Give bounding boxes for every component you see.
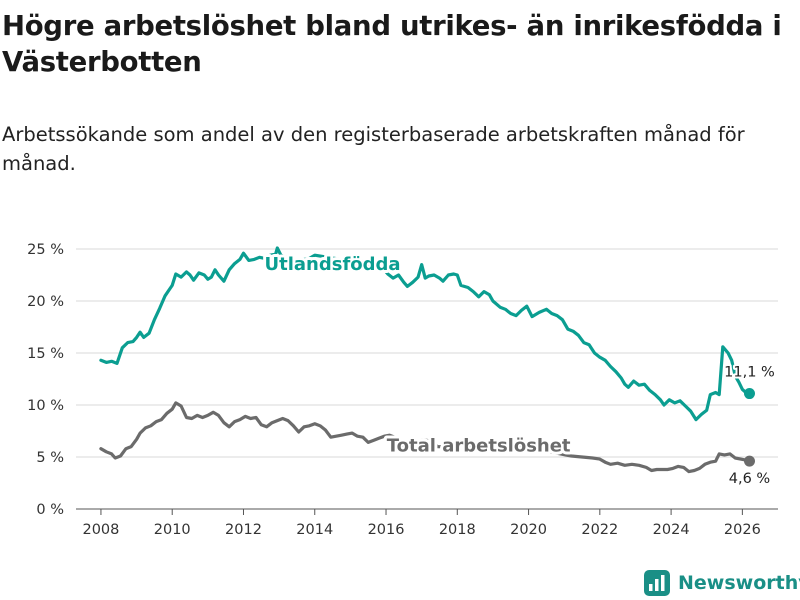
series-label: Utlandsfödda bbox=[265, 254, 401, 275]
y-tick-label: 5 % bbox=[36, 450, 64, 466]
brand-name: Newsworthy bbox=[678, 572, 800, 594]
x-tick-label: 2008 bbox=[82, 522, 119, 538]
y-tick-label: 20 % bbox=[27, 294, 64, 310]
brand-logo: Newsworthy bbox=[644, 568, 800, 598]
y-tick-label: 0 % bbox=[36, 502, 64, 518]
y-tick-label: 10 % bbox=[27, 398, 64, 414]
series-end-point bbox=[743, 388, 755, 400]
x-tick-label: 2014 bbox=[296, 522, 333, 538]
x-tick-label: 2022 bbox=[581, 522, 618, 538]
series-line bbox=[99, 246, 752, 422]
series-end-point bbox=[743, 455, 755, 467]
chart-title: Högre arbetslöshet bland utrikes- än inr… bbox=[2, 10, 782, 78]
end-value-label: 4,6 % bbox=[729, 471, 770, 487]
x-tick-label: 2026 bbox=[724, 522, 761, 538]
x-tick-label: 2020 bbox=[510, 522, 547, 538]
end-value-label: 11,1 % bbox=[724, 365, 775, 381]
x-tick-label: 2016 bbox=[368, 522, 405, 538]
x-tick-label: 2010 bbox=[154, 522, 191, 538]
x-tick-label: 2018 bbox=[439, 522, 476, 538]
chart-subtitle: Arbetssökande som andel av den registerb… bbox=[2, 123, 745, 175]
bar-chart-icon bbox=[644, 570, 670, 596]
x-tick-label: 2024 bbox=[653, 522, 690, 538]
y-tick-label: 15 % bbox=[27, 346, 64, 362]
y-tick-label: 25 % bbox=[27, 242, 64, 258]
series-label: Total arbetslöshet bbox=[387, 435, 571, 456]
series-line bbox=[99, 401, 752, 474]
x-tick-label: 2012 bbox=[225, 522, 262, 538]
